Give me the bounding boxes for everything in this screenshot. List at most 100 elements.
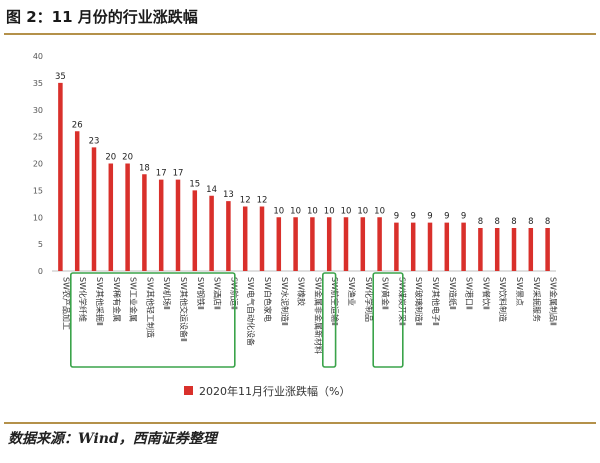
data-label: 8 [478,217,483,227]
bar [158,179,164,271]
x-tick-label: SW机场Ⅱ [162,277,172,310]
bar [192,190,198,271]
data-label: 9 [394,212,399,222]
x-tick-label: SW饮料制造 [498,277,508,322]
x-tick-label: SW其他采掘Ⅱ [95,277,105,326]
bar [545,228,550,271]
highlight-box [70,272,236,368]
data-label: 10 [374,206,385,216]
bar [494,228,500,271]
x-tick-label: SW其他交运设备Ⅱ [179,277,189,342]
bar [461,222,466,271]
bar [91,147,97,271]
bar [360,217,366,271]
bar-chart: 0 5 10 15 20 25 30 35 40 35 26 23 20 20 18 17 17 15 14 13 1… [33,52,559,398]
data-labels-group: 35 26 23 20 20 18 17 17 15 14 13 12 12 10 10 10 10 10 10 10… [55,72,550,227]
data-label: 9 [461,212,466,222]
category-labels-group: SW农产品加工 SW化学纤维 SW其他采掘Ⅱ SW稀有金属 SW工业金属 SW其他轻工制造… [61,277,558,354]
data-label: 10 [341,206,352,216]
bar [58,82,63,271]
x-tick-label: SW其他轻工制造 [145,277,155,338]
y-tick-label: 15 [33,186,43,195]
bars-group [58,82,550,271]
x-tick-label: SW景点 [515,277,524,306]
bar [444,222,450,271]
bar [242,206,248,271]
bar [410,222,416,271]
legend-label: 2020年11月行业涨跌幅（%） [199,384,350,398]
data-label: 14 [206,185,217,195]
x-tick-label: SW黄金Ⅱ [381,277,391,310]
x-tick-label: SW港口Ⅱ [465,277,475,310]
bar [377,217,382,271]
bar [209,195,214,271]
x-tick-label: SW餐饮Ⅱ [481,277,491,310]
bar [108,163,114,271]
y-tick-label: 25 [33,133,43,142]
bar [142,174,147,271]
y-axis: 0 5 10 15 20 25 30 35 40 [33,52,556,276]
bar [394,222,399,271]
x-tick-label: SW钢铁Ⅱ [196,277,206,310]
x-tick-label: SW造纸Ⅱ [448,277,458,310]
data-label: 35 [55,72,66,82]
data-label: 17 [156,169,167,179]
bar [326,217,332,271]
data-label: 10 [273,206,284,216]
x-tick-label: SW农产品加工 [61,277,71,330]
bar [343,217,349,271]
x-tick-label: SW稀有金属 [112,277,122,322]
y-tick-label: 35 [33,79,43,88]
x-tick-label: SW橡胶 [297,277,307,306]
bar [478,228,483,271]
bar [528,228,534,271]
bar [175,179,181,271]
legend-swatch [184,386,193,395]
data-label: 20 [105,153,116,163]
data-label: 9 [427,212,432,222]
data-label: 9 [410,212,415,222]
bar [276,217,282,271]
legend: 2020年11月行业涨跌幅（%） [184,384,350,398]
data-label: 20 [122,153,133,163]
bar [293,217,298,271]
source-note: 数据来源：Wind，西南证券整理 [8,431,217,447]
figure-title: 图 2：11 月份的行业涨跌幅 [6,8,198,26]
x-tick-label: SW化学纤维 [78,277,88,322]
data-label: 8 [511,217,516,227]
data-label: 18 [139,163,150,173]
data-label: 10 [290,206,301,216]
x-tick-label: SW采掘服务 [532,277,542,322]
x-tick-label: SW其他电子Ⅱ [431,277,441,326]
header-divider [4,33,596,35]
bar [427,222,433,271]
bar [259,206,265,271]
x-tick-label: SW玻璃制造Ⅱ [414,277,424,326]
data-label: 12 [257,196,268,206]
highlight-boxes-group [70,272,404,368]
y-tick-label: 30 [33,106,43,115]
highlight-box [321,272,337,368]
x-tick-label: SW酒店Ⅱ [213,277,223,310]
y-tick-label: 40 [33,52,43,61]
data-label: 10 [357,206,368,216]
x-tick-label: SW白色家电 [263,277,273,322]
data-label: 12 [240,196,251,206]
bar [511,228,517,271]
data-label: 26 [72,120,83,130]
data-label: 8 [494,217,499,227]
figure-header: 图 2：11 月份的行业涨跌幅 [6,6,198,30]
y-tick-label: 10 [33,213,43,222]
x-tick-label: SW电气自动化设备 [246,277,256,346]
x-tick-label: SW工业金属 [129,277,139,322]
bar [74,131,80,271]
x-tick-label: SW水泥制造Ⅱ [280,277,290,326]
x-tick-label: SW金属制品Ⅱ [549,277,559,326]
data-label: 13 [223,190,234,200]
bar [310,217,315,271]
data-label: 23 [89,136,100,146]
data-label: 9 [444,212,449,222]
footer-divider [4,422,596,424]
bar [226,201,231,271]
y-tick-label: 0 [38,267,43,276]
